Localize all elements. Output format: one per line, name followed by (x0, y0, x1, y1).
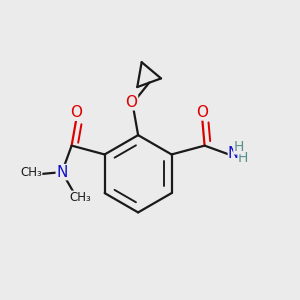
Text: CH₃: CH₃ (69, 191, 91, 204)
Text: O: O (70, 105, 82, 120)
Text: N: N (56, 165, 68, 180)
Text: O: O (125, 95, 137, 110)
Text: N: N (228, 146, 239, 160)
Text: O: O (196, 105, 208, 120)
Text: H: H (238, 151, 248, 165)
Text: H: H (233, 140, 244, 154)
Text: CH₃: CH₃ (20, 166, 42, 178)
